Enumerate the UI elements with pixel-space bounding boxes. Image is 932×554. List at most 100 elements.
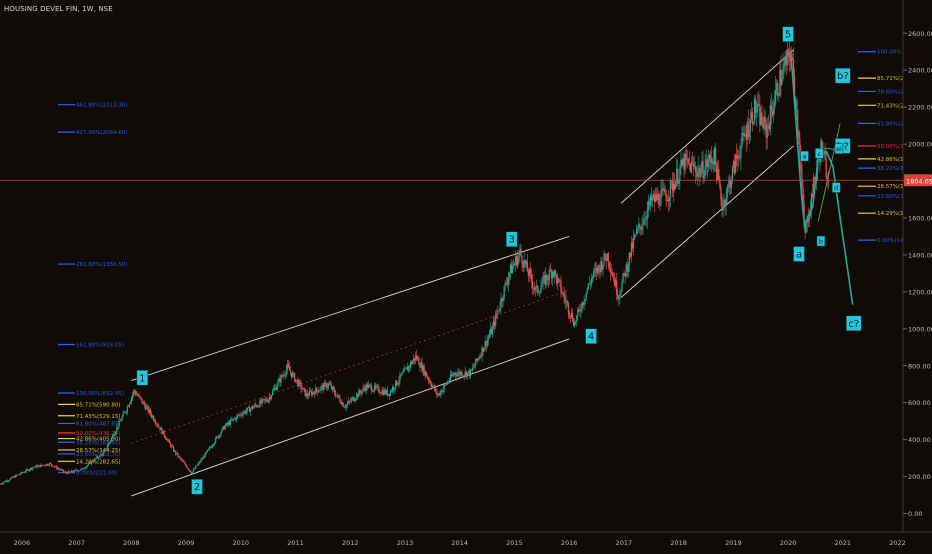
candle-body (93, 461, 95, 463)
candle-body (726, 187, 728, 198)
candle-body (756, 111, 758, 113)
wave-label-box[interactable] (136, 369, 149, 386)
candle-body (720, 187, 722, 200)
candle-body (810, 193, 813, 210)
candle-body (827, 181, 829, 183)
candle-body (565, 301, 567, 302)
wave-label-box[interactable] (191, 478, 203, 495)
candle-body (59, 469, 61, 470)
candle-body (274, 387, 276, 390)
candle-body (287, 364, 289, 367)
candle-body (154, 420, 156, 422)
candle-body (734, 161, 736, 173)
candle-body (135, 391, 137, 395)
candle-body (625, 264, 627, 277)
candle-body (539, 292, 541, 294)
candle-body (443, 384, 445, 389)
candle-body (447, 382, 449, 383)
candle-body (664, 188, 666, 195)
candle-body (313, 391, 315, 393)
candle-body (174, 450, 176, 452)
candle-body (451, 374, 454, 377)
sub-wave-label-box[interactable] (800, 150, 809, 162)
candle-body (395, 380, 397, 389)
candle-body (63, 471, 65, 473)
candle-body (300, 382, 302, 390)
candle-body (40, 464, 42, 467)
candle-body (546, 275, 548, 280)
candle-body (621, 281, 623, 292)
candle-body (519, 248, 521, 254)
wave-label-box[interactable] (834, 67, 851, 84)
candle-body (764, 116, 766, 123)
candle-body (125, 411, 127, 413)
candle-body (218, 435, 220, 438)
sub-wave-label-box[interactable] (831, 182, 841, 193)
candle-body (323, 382, 325, 390)
candle-body (695, 166, 697, 173)
candle-body (357, 394, 359, 397)
wave-label: b? (837, 71, 849, 82)
candle-body (574, 322, 576, 326)
wave-label-box[interactable] (793, 246, 805, 262)
candle-body (254, 404, 256, 407)
candle-body (353, 397, 355, 401)
candle-body (166, 439, 168, 441)
candle-body (261, 399, 263, 404)
candle-body (198, 462, 200, 464)
candle-body (404, 368, 406, 369)
candle-body (728, 180, 730, 184)
x-tick-label: 2020 (780, 539, 797, 547)
candle-body (639, 224, 641, 227)
wave-label-box[interactable] (782, 26, 794, 42)
sub-wave-label-box[interactable] (834, 143, 844, 155)
fib-level-label: 85.71%(2 (877, 76, 904, 82)
channel-line (131, 338, 570, 497)
candle-body (466, 372, 468, 377)
candle-body (491, 326, 494, 335)
fib-level-label: 161.80%(915.05) (76, 342, 124, 348)
candle-body (591, 276, 594, 279)
candle-body (511, 266, 514, 274)
candle-body (209, 447, 212, 448)
candle-body (342, 402, 344, 407)
candle-body (75, 469, 77, 471)
candle-body (522, 263, 524, 268)
candle-body (536, 285, 538, 287)
candle-body (686, 158, 688, 160)
candle-body (397, 383, 399, 385)
fib-level-label: 28.57%(1 (877, 184, 904, 190)
candle-body (781, 78, 783, 85)
candle-body (44, 465, 46, 467)
candle-body (210, 447, 213, 448)
candle-body (84, 468, 86, 469)
candle-body (760, 112, 762, 126)
wave-label: 5 (785, 30, 791, 41)
candle-body (415, 355, 417, 361)
sub-wave-label-box[interactable] (814, 148, 824, 159)
candle-body (634, 235, 636, 239)
candle-body (685, 153, 687, 160)
candle-body (112, 435, 114, 438)
candle-body (567, 302, 569, 314)
sub-wave-label-box[interactable] (816, 235, 826, 247)
candle-body (694, 166, 696, 168)
candle-body (615, 280, 617, 286)
wave-label-box[interactable] (505, 231, 518, 248)
candle-body (455, 372, 457, 375)
candle-body (405, 367, 407, 369)
candle-body (335, 393, 337, 397)
wave-label-box[interactable] (585, 328, 597, 344)
candle-body (214, 442, 216, 445)
candle-body (724, 200, 726, 206)
wave-label-box[interactable] (845, 315, 862, 332)
candle-body (507, 277, 509, 285)
candle-body (169, 442, 172, 447)
candle-body (503, 286, 505, 299)
candle-body (438, 393, 440, 396)
candle-body (571, 313, 574, 322)
candle-body (429, 381, 432, 385)
candle-body (228, 422, 231, 425)
